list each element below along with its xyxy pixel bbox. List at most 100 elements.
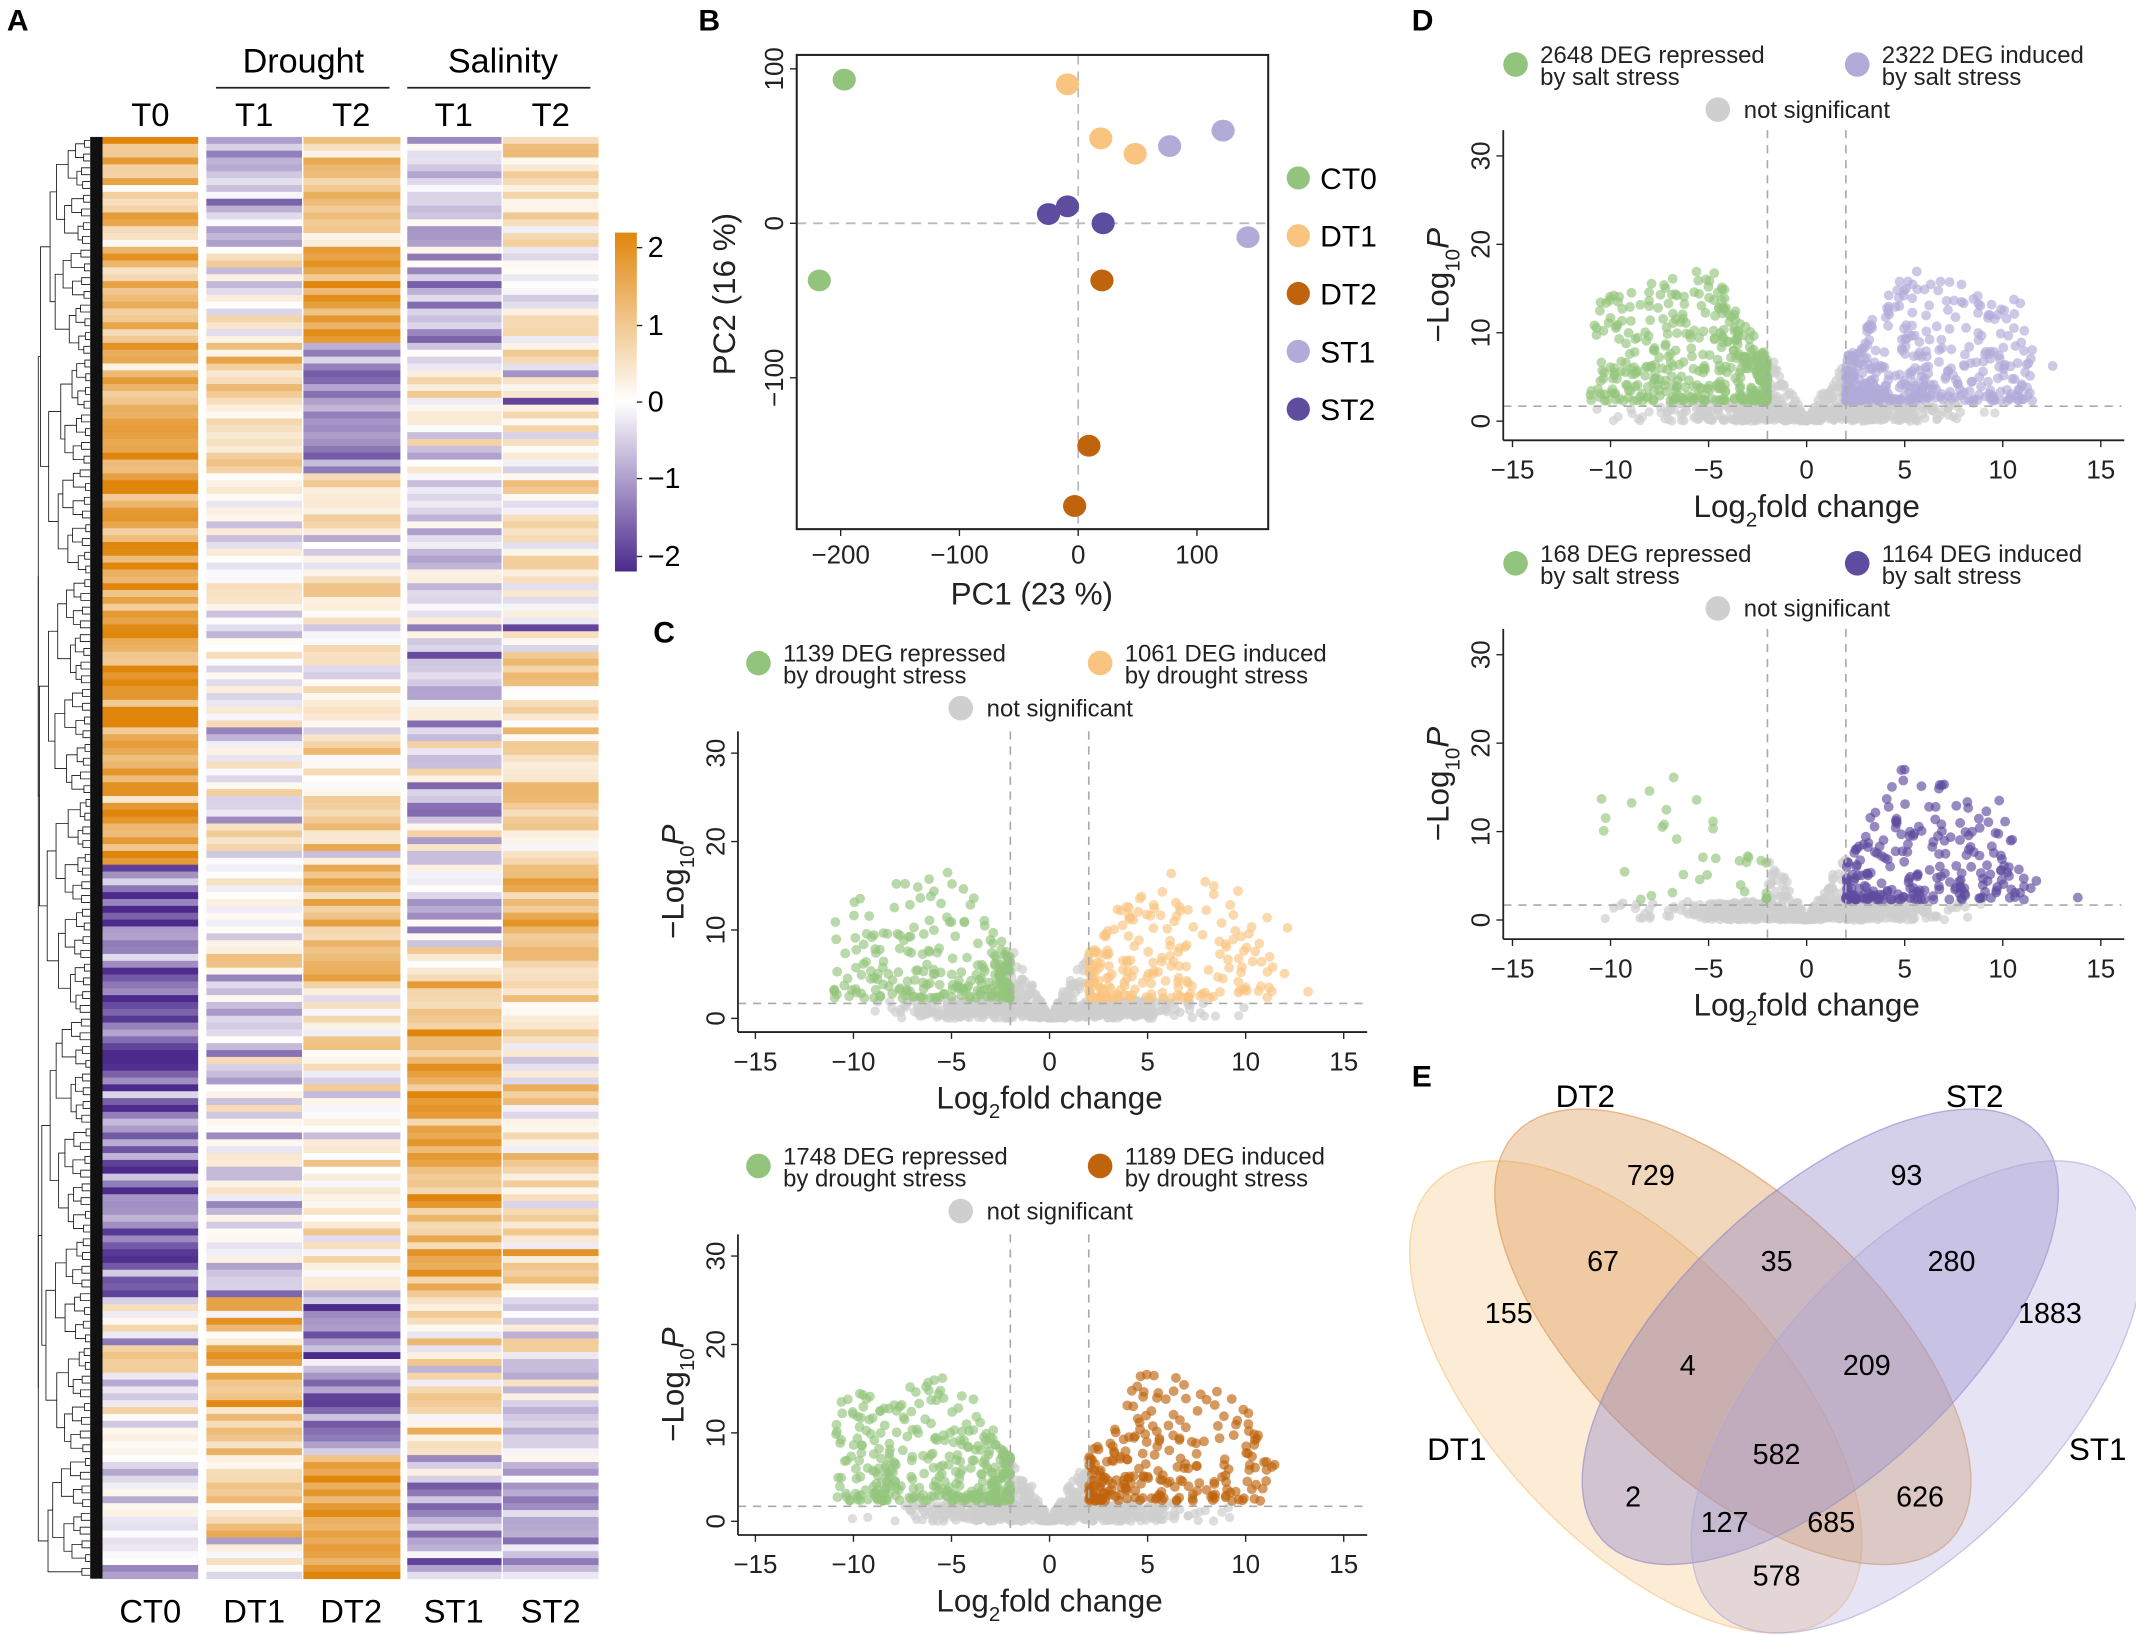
x-tick-label: 15 — [1329, 1046, 1358, 1076]
dendrogram-branch — [85, 799, 91, 807]
heatmap-cell — [502, 1345, 599, 1353]
legend-label: ST1 — [1320, 336, 1375, 369]
dendrogram-branch — [84, 318, 91, 327]
heatmap-cell — [102, 157, 199, 165]
dendrogram-branch — [74, 967, 85, 982]
heatmap-cell — [102, 1571, 199, 1580]
point-repressed — [947, 953, 958, 964]
heatmap-cell — [206, 171, 303, 179]
dendrogram-branch — [82, 1087, 91, 1096]
dendrogram-branch — [84, 139, 91, 148]
heatmap-cell — [502, 445, 599, 454]
point-repressed — [875, 991, 886, 1002]
x-tick-label: −200 — [811, 539, 869, 569]
dendrogram-branch — [85, 1554, 91, 1562]
heatmap-cell — [102, 322, 199, 330]
heatmap-cell — [502, 480, 599, 488]
heatmap-cell — [502, 775, 599, 783]
point-repressed — [927, 1448, 938, 1459]
heatmap-cell — [502, 1544, 599, 1552]
heatmap-cell — [303, 713, 401, 721]
dendrogram-branch — [70, 253, 85, 268]
dendrogram-branch — [73, 1214, 86, 1229]
heatmap-cell — [303, 1331, 401, 1339]
heatmap-cell — [502, 1523, 599, 1532]
heatmap-cell — [206, 1290, 303, 1298]
point-repressed — [891, 1427, 902, 1438]
heatmap-cell — [502, 1530, 599, 1538]
point-not-significant — [863, 1512, 873, 1522]
heatmap-cell — [102, 1173, 199, 1181]
legend-label-line2: by drought stress — [783, 663, 966, 690]
heatmap-cell — [303, 1283, 401, 1291]
heatmap-cell — [102, 1125, 199, 1133]
point-repressed — [952, 1490, 963, 1501]
heatmap-cell — [206, 885, 303, 893]
heatmap-cell — [102, 1276, 199, 1284]
heatmap-cell — [102, 198, 199, 206]
heatmap-cell — [502, 1338, 599, 1346]
colorbar-tick-label: −1 — [648, 463, 681, 495]
dendrogram-branch — [64, 1413, 73, 1442]
heatmap-cell — [206, 912, 303, 921]
point-not-significant — [1187, 1012, 1197, 1023]
point-not-significant — [1072, 1490, 1083, 1500]
heatmap-cell — [102, 706, 199, 715]
heatmap-cell — [303, 1070, 401, 1078]
dendrogram-branch — [80, 249, 91, 258]
point-induced — [1215, 986, 1226, 997]
heatmap-cell — [102, 514, 199, 522]
point-repressed — [1616, 356, 1627, 367]
point-repressed — [851, 987, 862, 998]
point-repressed — [964, 1426, 974, 1436]
heatmap-cell — [206, 761, 303, 769]
heatmap-cell — [502, 899, 599, 907]
heatmap-cell — [102, 342, 199, 351]
point-induced — [1239, 984, 1249, 995]
x-tick-label: −10 — [831, 1046, 875, 1076]
heatmap-cell — [102, 610, 199, 618]
heatmap-cell — [502, 1118, 599, 1126]
point-not-significant — [1072, 965, 1082, 975]
point-repressed — [1632, 332, 1643, 343]
heatmap-cell — [502, 1070, 599, 1078]
point-repressed — [903, 946, 913, 957]
heatmap-cell — [407, 1139, 502, 1147]
dendrogram-branch — [84, 963, 91, 972]
dendrogram-branch — [82, 826, 91, 835]
point-induced — [1214, 936, 1225, 947]
y-label-base: −Log — [655, 868, 690, 939]
heatmap-cell — [303, 658, 401, 666]
point-repressed — [988, 1425, 999, 1436]
heatmap-cell — [102, 384, 199, 392]
heatmap-cell — [206, 1365, 303, 1374]
dendrogram-branch — [81, 1114, 91, 1123]
heatmap-cell — [303, 1324, 401, 1332]
point-induced — [1233, 886, 1243, 896]
heatmap-cell — [303, 741, 401, 749]
heatmap-cell — [502, 150, 599, 158]
point-repressed — [878, 928, 889, 939]
heatmap-cell — [102, 1448, 199, 1456]
heatmap-cell — [502, 260, 599, 268]
heatmap-cell — [407, 583, 502, 591]
dendrogram-branch — [82, 1252, 91, 1260]
point-not-significant — [996, 1514, 1006, 1525]
heatmap-cell — [206, 679, 303, 687]
dendrogram-branch — [82, 702, 91, 711]
x-tick-label: −5 — [937, 1046, 967, 1076]
point-repressed — [975, 986, 986, 997]
heatmap-cell — [102, 294, 199, 303]
heatmap-cell — [206, 720, 303, 728]
heatmap-cell — [102, 480, 199, 488]
heatmap-cell — [407, 1510, 502, 1518]
point-repressed — [870, 984, 881, 995]
heatmap-cell — [206, 644, 303, 653]
heatmap-cell — [502, 967, 599, 975]
heatmap-cell — [407, 844, 502, 852]
point-induced — [1086, 982, 1097, 993]
point-repressed — [989, 951, 1000, 961]
heatmap-cell — [102, 1111, 199, 1120]
point-repressed — [896, 1399, 907, 1410]
heatmap-cell — [206, 349, 303, 358]
